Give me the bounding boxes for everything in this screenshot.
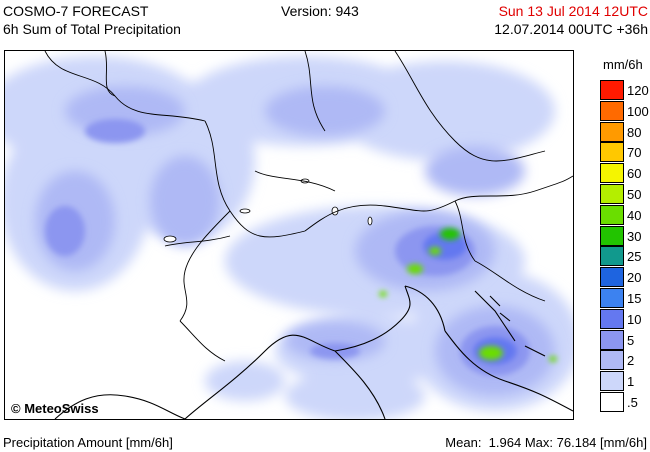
legend-label: 1	[627, 374, 635, 390]
legend-label: 2	[627, 353, 635, 369]
legend-swatch	[600, 308, 624, 329]
legend-swatch	[600, 371, 624, 392]
mean-value: 1.964	[488, 435, 522, 450]
forecast-title: COSMO-7 FORECAST	[3, 3, 149, 19]
mean-label: Mean:	[445, 435, 482, 450]
legend-swatch	[600, 288, 624, 308]
footer-stats: Mean: 1.964 Max: 76.184 [mm/6h]	[445, 435, 647, 450]
legend-swatch	[600, 350, 624, 371]
legend-label: 30	[627, 228, 642, 244]
legend-label: 10	[627, 311, 642, 327]
legend-label: 120	[627, 83, 649, 98]
precip-moderate-field	[35, 86, 555, 396]
legend-swatch	[600, 329, 624, 350]
legend-label: 80	[627, 124, 642, 140]
legend-label: 15	[627, 291, 642, 306]
legend-swatch	[600, 392, 624, 412]
legend-unit: mm/6h	[603, 57, 643, 72]
valid-time: Sun 13 Jul 2014 12UTC	[498, 3, 648, 19]
footer-product: Precipitation Amount [mm/6h]	[3, 435, 173, 450]
max-value: 76.184	[556, 435, 597, 450]
legend-swatch	[600, 204, 624, 225]
legend-swatch	[600, 121, 624, 142]
legend-label: 70	[627, 145, 642, 161]
legend-swatch	[600, 163, 624, 184]
copyright-label: © MeteoSwiss	[11, 401, 99, 416]
legend-label: 100	[627, 103, 649, 119]
legend-swatch	[600, 80, 624, 100]
legend-label: 50	[627, 187, 642, 202]
coastlines	[54, 285, 573, 419]
version-label: Version: 943	[281, 3, 359, 19]
stats-unit: [mm/6h]	[600, 435, 647, 450]
product-subtitle: 6h Sum of Total Precipitation	[3, 21, 181, 37]
legend-label: .5	[627, 395, 638, 410]
legend-swatch	[600, 142, 624, 163]
legend-swatch	[600, 225, 624, 246]
map-canvas	[5, 51, 573, 419]
legend-label: 25	[627, 249, 642, 265]
legend-label: 60	[627, 166, 642, 182]
legend-swatch	[600, 267, 624, 288]
legend-label: 20	[627, 270, 642, 286]
run-time: 12.07.2014 00UTC +36h	[494, 21, 648, 37]
legend-swatch	[600, 246, 624, 267]
precipitation-map: © MeteoSwiss	[4, 50, 574, 420]
legend-swatch	[600, 184, 624, 204]
legend-label: 5	[627, 332, 635, 348]
country-borders	[44, 51, 573, 362]
legend-label: 40	[627, 207, 642, 223]
max-label: Max:	[524, 435, 554, 450]
precip-cores	[379, 228, 557, 362]
legend-swatch	[600, 100, 624, 121]
